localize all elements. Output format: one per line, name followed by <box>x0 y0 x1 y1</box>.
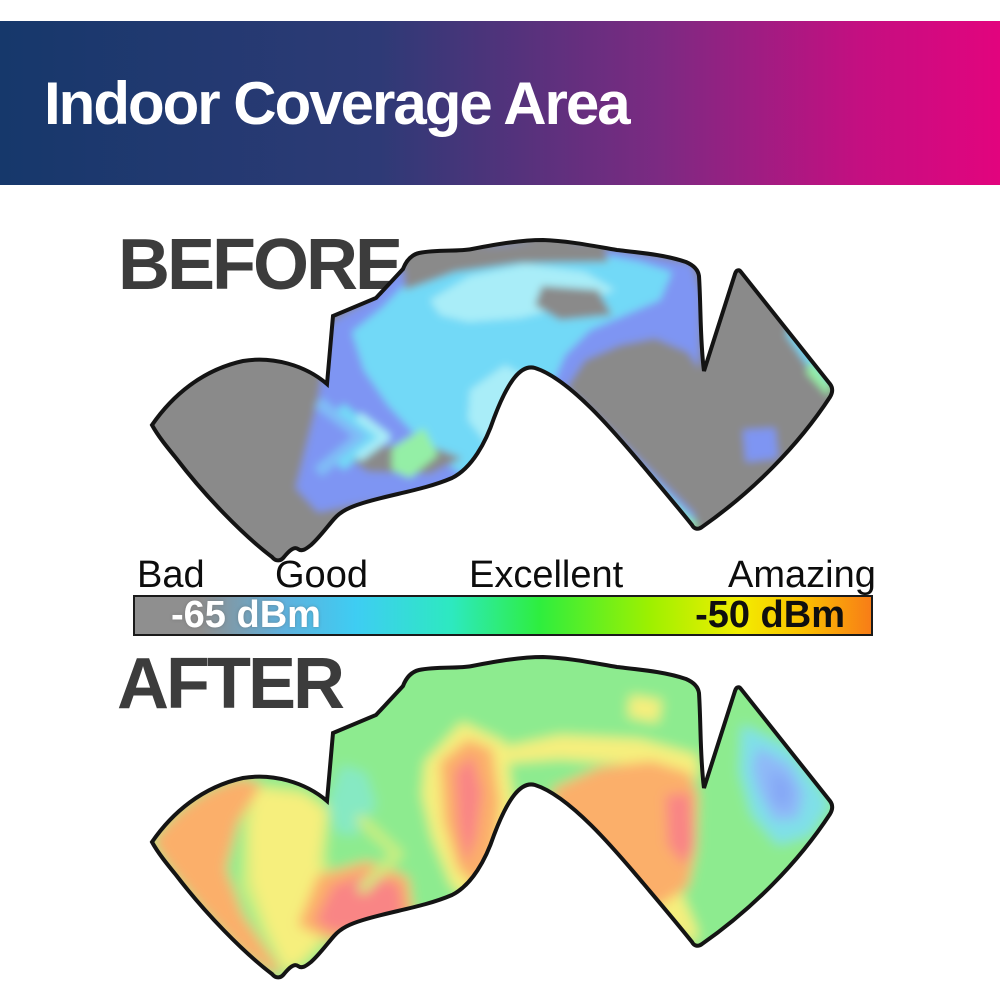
legend-max-label: -50 dBm <box>695 594 845 636</box>
legend-category-label: Bad <box>137 554 205 596</box>
heat-region <box>552 761 698 907</box>
heat-region <box>455 755 482 865</box>
heat-region <box>314 397 368 477</box>
heat-region <box>743 428 778 462</box>
heat-region <box>392 428 438 478</box>
header-banner: Indoor Coverage Area <box>0 21 1000 185</box>
after-label: AFTER <box>117 644 345 724</box>
heat-region <box>354 813 403 895</box>
heat-region <box>806 360 831 396</box>
heat-region <box>355 412 391 462</box>
heat-region <box>666 793 694 865</box>
before-label: BEFORE <box>118 225 403 305</box>
legend-category-label: Amazing <box>728 554 876 596</box>
after-heatmap <box>150 655 835 980</box>
legend-category-label: Excellent <box>469 554 624 596</box>
heat-region <box>535 286 612 320</box>
legend-min-label: -65 dBm <box>171 594 321 636</box>
heat-region <box>336 403 382 471</box>
heat-region <box>505 735 699 779</box>
legend-colorbar: -65 dBm -50 dBm <box>133 594 873 636</box>
heat-region <box>152 778 282 974</box>
legend-category-label: Good <box>275 554 368 596</box>
heat-region <box>628 695 662 723</box>
heat-region <box>430 264 615 322</box>
heat-region <box>402 241 608 290</box>
page-title: Indoor Coverage Area <box>44 69 631 137</box>
heat-region <box>770 769 792 809</box>
